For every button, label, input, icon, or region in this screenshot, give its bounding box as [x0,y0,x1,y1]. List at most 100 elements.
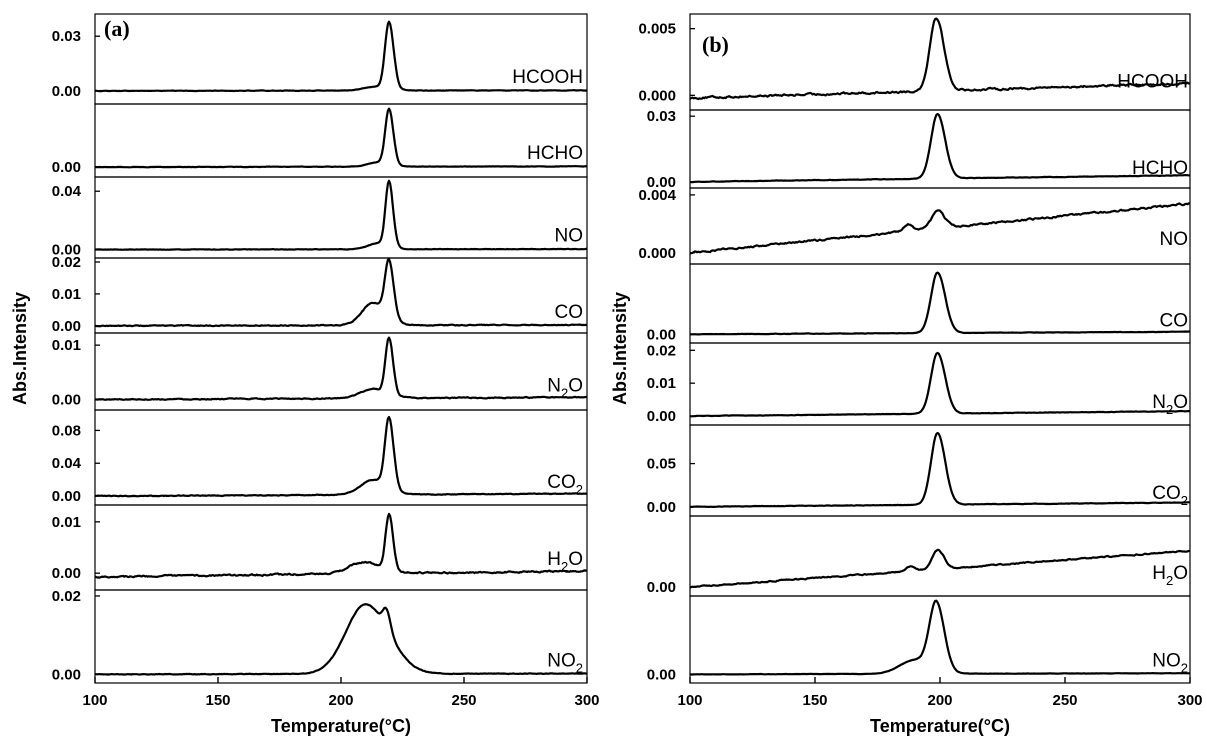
y-tick-label: 0.01 [52,337,81,354]
subplot-frame [94,409,588,506]
series-line [689,431,1190,509]
subplot-hcooh: 0.00 0.03 HCOOH [52,13,588,105]
x-tick-label: 150 [802,692,827,709]
subplot-no: 0.00 0.04 NO [52,176,588,259]
y-tick-label: 0.00 [52,565,81,582]
series-label: H2O [547,549,583,574]
series-label: CO [555,302,584,323]
x-tick-label: 250 [1052,692,1077,709]
y-tick-label: 0.01 [52,286,81,303]
series-label-subscript: 2 [1181,660,1188,675]
y-tick-label: 0.00 [647,579,676,596]
y-tick-label: 0.00 [52,488,81,505]
series-line [95,603,588,676]
y-tick-label: 0.00 [647,408,676,425]
y-tick-label: 0.00 [52,159,81,176]
subplot-frame [94,589,588,684]
series-label-subscript: 2 [576,660,583,675]
series-line [94,107,588,169]
series-label-main: H [547,549,561,570]
subplot-co: 0.00 CO [647,263,1191,344]
y-tick-label: 0.00 [52,242,81,259]
panel-a: (a) Abs.Intensity Temperature(°C) 100 150 200… [10,13,600,736]
subplot-co2: 0.00 0.04 0.08 CO2 [52,409,588,506]
subplot-h2o: 0.00 0.01 H2O [52,504,588,591]
series-label: CO2 [547,472,583,497]
series-line [94,415,588,498]
series-label-subscript: 2 [561,559,568,574]
series-label: H2O [1152,563,1188,588]
y-tick-label: 0.00 [52,83,81,100]
series-label-subscript: 2 [561,385,568,400]
series-label-subscript: 2 [1166,573,1173,588]
series-label: NO2 [1152,650,1188,675]
series-label-main: NO [1160,229,1189,250]
series-line [94,20,588,93]
y-tick-label: 0.01 [52,514,81,531]
series-label-main: NO [555,226,584,247]
y-tick-label: 0.00 [647,174,676,191]
y-axis-title: Abs.Intensity [610,292,630,405]
series-label-subscript: 2 [1181,493,1188,508]
x-tick-label: 300 [1177,692,1202,709]
x-tick-label: 100 [677,692,702,709]
series-label: NO2 [547,650,583,675]
subplot-no: 0.000 0.004 NO [638,187,1191,265]
series-label-suffix: O [1173,392,1188,413]
subplot-no2: 0.00 0.02 NO2 [52,588,588,684]
series-label: HCOOH [512,67,583,88]
subplot-frame [94,257,588,334]
panel-label: (a) [104,16,130,41]
subplot-n2o: 0.00 0.01 0.02 N2O [647,342,1191,426]
x-tick-label: 150 [205,692,230,709]
series-line [94,512,588,579]
series-label: HCOOH [1117,71,1188,92]
series-label: HCHO [527,143,583,164]
series-label-main: N [1152,392,1166,413]
series-label-suffix: O [1173,563,1188,584]
series-line [689,17,1191,101]
series-label: NO [555,226,584,247]
series-label: N2O [1152,392,1188,417]
x-tick-label: 200 [328,692,353,709]
series-line [689,202,1191,255]
series-label: CO2 [1152,483,1188,508]
series-line [689,548,1190,589]
series-label-main: HCHO [527,143,583,164]
subplot-hcho: 0.00 0.03 HCHO [647,108,1191,191]
y-tick-label: 0.03 [52,28,81,45]
series-label-subscript: 2 [1166,402,1173,417]
series-line [689,599,1191,676]
subplot-frame [94,176,588,259]
y-tick-label: 0.00 [52,318,81,335]
panel-b: (b) Abs.Intensity Temperature(°C) 100 150 200… [610,13,1203,736]
series-label-main: H [1152,563,1166,584]
y-tick-label: 0.004 [638,187,676,204]
y-tick-label: 0.00 [52,391,81,408]
y-tick-label: 0.02 [52,588,81,605]
series-label: CO [1160,310,1189,331]
subplot-frame [689,595,1191,684]
x-tick-label: 100 [82,692,107,709]
x-tick-label: 200 [927,692,952,709]
subplot-hcooh: 0.000 0.005 HCOOH [638,13,1191,111]
series-label-subscript: 2 [576,482,583,497]
series-label-main: NO [547,650,576,671]
y-tick-label: 0.00 [647,326,676,343]
series-label-main: NO [1152,650,1181,671]
series-label-main: HCOOH [512,67,583,88]
y-tick-label: 0.08 [52,422,81,439]
x-tick-label: 250 [451,692,476,709]
y-tick-label: 0.00 [647,499,676,516]
y-tick-label: 0.005 [638,21,676,38]
y-tick-label: 0.000 [638,87,676,104]
y-axis-title: Abs.Intensity [10,292,30,405]
series-label: N2O [547,375,583,400]
series-label-main: N [547,375,561,396]
y-tick-label: 0.01 [647,375,676,392]
series-label-main: CO [547,472,576,493]
series-label-main: HCHO [1132,158,1188,179]
subplot-h2o: 0.00 H2O [647,515,1191,597]
y-tick-label: 0.00 [52,666,81,683]
series-line [94,336,588,401]
